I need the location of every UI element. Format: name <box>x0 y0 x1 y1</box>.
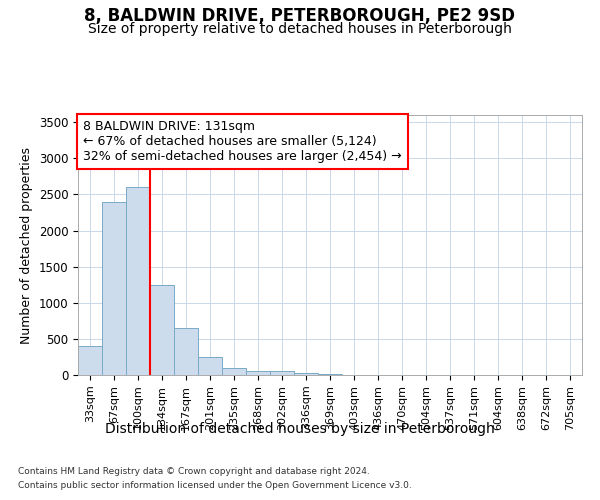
Text: Contains public sector information licensed under the Open Government Licence v3: Contains public sector information licen… <box>18 481 412 490</box>
Text: 8, BALDWIN DRIVE, PETERBOROUGH, PE2 9SD: 8, BALDWIN DRIVE, PETERBOROUGH, PE2 9SD <box>85 8 515 26</box>
Text: 8 BALDWIN DRIVE: 131sqm
← 67% of detached houses are smaller (5,124)
32% of semi: 8 BALDWIN DRIVE: 131sqm ← 67% of detache… <box>83 120 401 163</box>
Bar <box>294 373 318 375</box>
Bar <box>270 372 294 375</box>
Bar <box>126 187 150 375</box>
Bar <box>150 284 174 375</box>
Text: Distribution of detached houses by size in Peterborough: Distribution of detached houses by size … <box>105 422 495 436</box>
Text: Contains HM Land Registry data © Crown copyright and database right 2024.: Contains HM Land Registry data © Crown c… <box>18 468 370 476</box>
Text: Size of property relative to detached houses in Peterborough: Size of property relative to detached ho… <box>88 22 512 36</box>
Bar <box>318 374 342 375</box>
Bar <box>246 371 270 375</box>
Bar <box>174 328 198 375</box>
Bar <box>222 368 246 375</box>
Y-axis label: Number of detached properties: Number of detached properties <box>20 146 33 344</box>
Bar <box>78 346 102 375</box>
Bar <box>102 202 126 375</box>
Bar <box>198 357 222 375</box>
